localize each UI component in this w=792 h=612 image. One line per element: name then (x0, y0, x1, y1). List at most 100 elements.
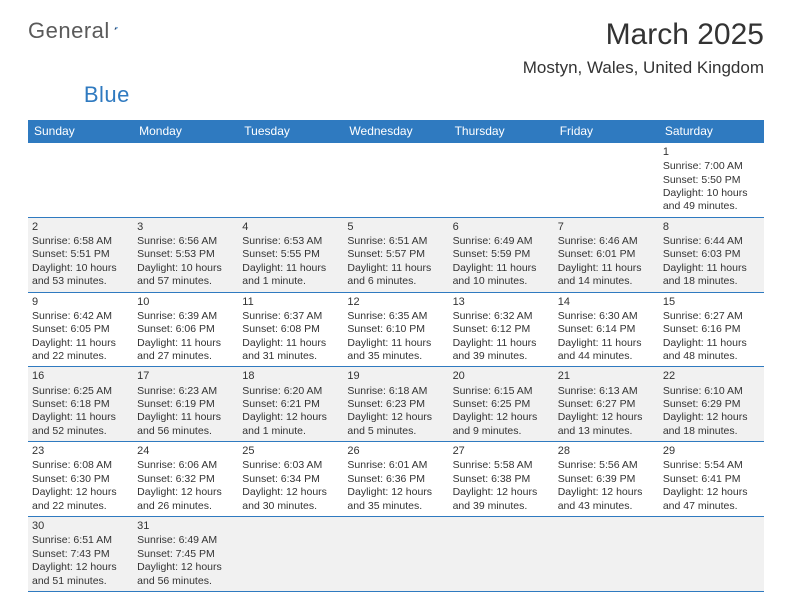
day-number: 11 (242, 295, 339, 309)
day-day2: and 1 minute. (242, 275, 339, 288)
day-day1: Daylight: 11 hours (663, 337, 760, 350)
day-day2: and 22 minutes. (32, 500, 129, 513)
day-sunset: Sunset: 6:08 PM (242, 323, 339, 336)
day-sunset: Sunset: 6:30 PM (32, 473, 129, 486)
day-sunrise: Sunrise: 7:00 AM (663, 160, 760, 173)
day-day2: and 48 minutes. (663, 350, 760, 363)
day-cell-4: 4Sunrise: 6:53 AMSunset: 5:55 PMDaylight… (238, 217, 343, 292)
day-sunset: Sunset: 6:27 PM (558, 398, 655, 411)
day-day1: Daylight: 11 hours (663, 262, 760, 275)
day-day1: Daylight: 11 hours (453, 337, 550, 350)
day-day2: and 49 minutes. (663, 200, 760, 213)
day-day2: and 51 minutes. (32, 575, 129, 588)
day-number: 4 (242, 220, 339, 234)
day-sunrise: Sunrise: 6:25 AM (32, 385, 129, 398)
day-sunset: Sunset: 6:10 PM (347, 323, 444, 336)
day-day2: and 5 minutes. (347, 425, 444, 438)
day-day1: Daylight: 11 hours (242, 337, 339, 350)
day-sunset: Sunset: 6:34 PM (242, 473, 339, 486)
day-day1: Daylight: 11 hours (558, 337, 655, 350)
day-cell-29: 29Sunrise: 5:54 AMSunset: 6:41 PMDayligh… (659, 441, 764, 516)
day-day2: and 1 minute. (242, 425, 339, 438)
empty-cell (343, 142, 448, 217)
day-day2: and 56 minutes. (137, 575, 234, 588)
day-sunrise: Sunrise: 6:37 AM (242, 310, 339, 323)
day-sunrise: Sunrise: 6:42 AM (32, 310, 129, 323)
day-sunrise: Sunrise: 6:23 AM (137, 385, 234, 398)
day-sunrise: Sunrise: 6:56 AM (137, 235, 234, 248)
day-day2: and 35 minutes. (347, 500, 444, 513)
day-cell-14: 14Sunrise: 6:30 AMSunset: 6:14 PMDayligh… (554, 292, 659, 367)
day-day2: and 39 minutes. (453, 350, 550, 363)
day-sunrise: Sunrise: 6:51 AM (347, 235, 444, 248)
logo-blue-row: GeneBlue (28, 82, 764, 108)
day-cell-15: 15Sunrise: 6:27 AMSunset: 6:16 PMDayligh… (659, 292, 764, 367)
day-cell-18: 18Sunrise: 6:20 AMSunset: 6:21 PMDayligh… (238, 366, 343, 441)
day-number: 29 (663, 444, 760, 458)
day-number: 16 (32, 369, 129, 383)
day-day2: and 18 minutes. (663, 425, 760, 438)
day-cell-10: 10Sunrise: 6:39 AMSunset: 6:06 PMDayligh… (133, 292, 238, 367)
day-day2: and 27 minutes. (137, 350, 234, 363)
day-number: 13 (453, 295, 550, 309)
day-cell-12: 12Sunrise: 6:35 AMSunset: 6:10 PMDayligh… (343, 292, 448, 367)
day-day1: Daylight: 12 hours (663, 486, 760, 499)
day-sunset: Sunset: 5:57 PM (347, 248, 444, 261)
day-sunset: Sunset: 7:45 PM (137, 548, 234, 561)
day-cell-1: 1Sunrise: 7:00 AMSunset: 5:50 PMDaylight… (659, 142, 764, 217)
empty-cell (554, 142, 659, 217)
day-number: 12 (347, 295, 444, 309)
dayname-thursday: Thursday (449, 120, 554, 142)
day-cell-22: 22Sunrise: 6:10 AMSunset: 6:29 PMDayligh… (659, 366, 764, 441)
day-sunrise: Sunrise: 6:58 AM (32, 235, 129, 248)
day-day1: Daylight: 12 hours (137, 561, 234, 574)
day-day1: Daylight: 11 hours (558, 262, 655, 275)
dayname-wednesday: Wednesday (343, 120, 448, 142)
day-sunrise: Sunrise: 6:51 AM (32, 534, 129, 547)
day-cell-31: 31Sunrise: 6:49 AMSunset: 7:45 PMDayligh… (133, 516, 238, 591)
day-sunset: Sunset: 6:39 PM (558, 473, 655, 486)
day-number: 2 (32, 220, 129, 234)
day-sunset: Sunset: 6:05 PM (32, 323, 129, 336)
day-day1: Daylight: 12 hours (137, 486, 234, 499)
day-number: 20 (453, 369, 550, 383)
day-sunset: Sunset: 6:29 PM (663, 398, 760, 411)
day-cell-6: 6Sunrise: 6:49 AMSunset: 5:59 PMDaylight… (449, 217, 554, 292)
day-sunrise: Sunrise: 5:56 AM (558, 459, 655, 472)
day-day1: Daylight: 10 hours (32, 262, 129, 275)
day-number: 1 (663, 145, 760, 159)
day-sunrise: Sunrise: 6:10 AM (663, 385, 760, 398)
day-cell-19: 19Sunrise: 6:18 AMSunset: 6:23 PMDayligh… (343, 366, 448, 441)
day-sunrise: Sunrise: 6:30 AM (558, 310, 655, 323)
dayname-monday: Monday (133, 120, 238, 142)
day-sunset: Sunset: 6:19 PM (137, 398, 234, 411)
day-day2: and 43 minutes. (558, 500, 655, 513)
title-block: March 2025 Mostyn, Wales, United Kingdom (523, 18, 764, 78)
day-cell-30: 30Sunrise: 6:51 AMSunset: 7:43 PMDayligh… (28, 516, 133, 591)
day-sunrise: Sunrise: 5:58 AM (453, 459, 550, 472)
day-day1: Daylight: 10 hours (137, 262, 234, 275)
day-cell-11: 11Sunrise: 6:37 AMSunset: 6:08 PMDayligh… (238, 292, 343, 367)
day-sunset: Sunset: 6:25 PM (453, 398, 550, 411)
day-day2: and 9 minutes. (453, 425, 550, 438)
day-cell-5: 5Sunrise: 6:51 AMSunset: 5:57 PMDaylight… (343, 217, 448, 292)
day-number: 6 (453, 220, 550, 234)
day-number: 31 (137, 519, 234, 533)
day-day2: and 53 minutes. (32, 275, 129, 288)
day-day1: Daylight: 11 hours (137, 337, 234, 350)
day-cell-7: 7Sunrise: 6:46 AMSunset: 6:01 PMDaylight… (554, 217, 659, 292)
day-number: 28 (558, 444, 655, 458)
day-day1: Daylight: 12 hours (663, 411, 760, 424)
empty-cell (449, 516, 554, 591)
day-number: 25 (242, 444, 339, 458)
day-sunrise: Sunrise: 6:39 AM (137, 310, 234, 323)
day-sunset: Sunset: 5:59 PM (453, 248, 550, 261)
day-number: 3 (137, 220, 234, 234)
day-day2: and 10 minutes. (453, 275, 550, 288)
dayname-tuesday: Tuesday (238, 120, 343, 142)
day-sunset: Sunset: 6:38 PM (453, 473, 550, 486)
day-cell-21: 21Sunrise: 6:13 AMSunset: 6:27 PMDayligh… (554, 366, 659, 441)
day-day2: and 35 minutes. (347, 350, 444, 363)
day-day2: and 22 minutes. (32, 350, 129, 363)
day-cell-27: 27Sunrise: 5:58 AMSunset: 6:38 PMDayligh… (449, 441, 554, 516)
